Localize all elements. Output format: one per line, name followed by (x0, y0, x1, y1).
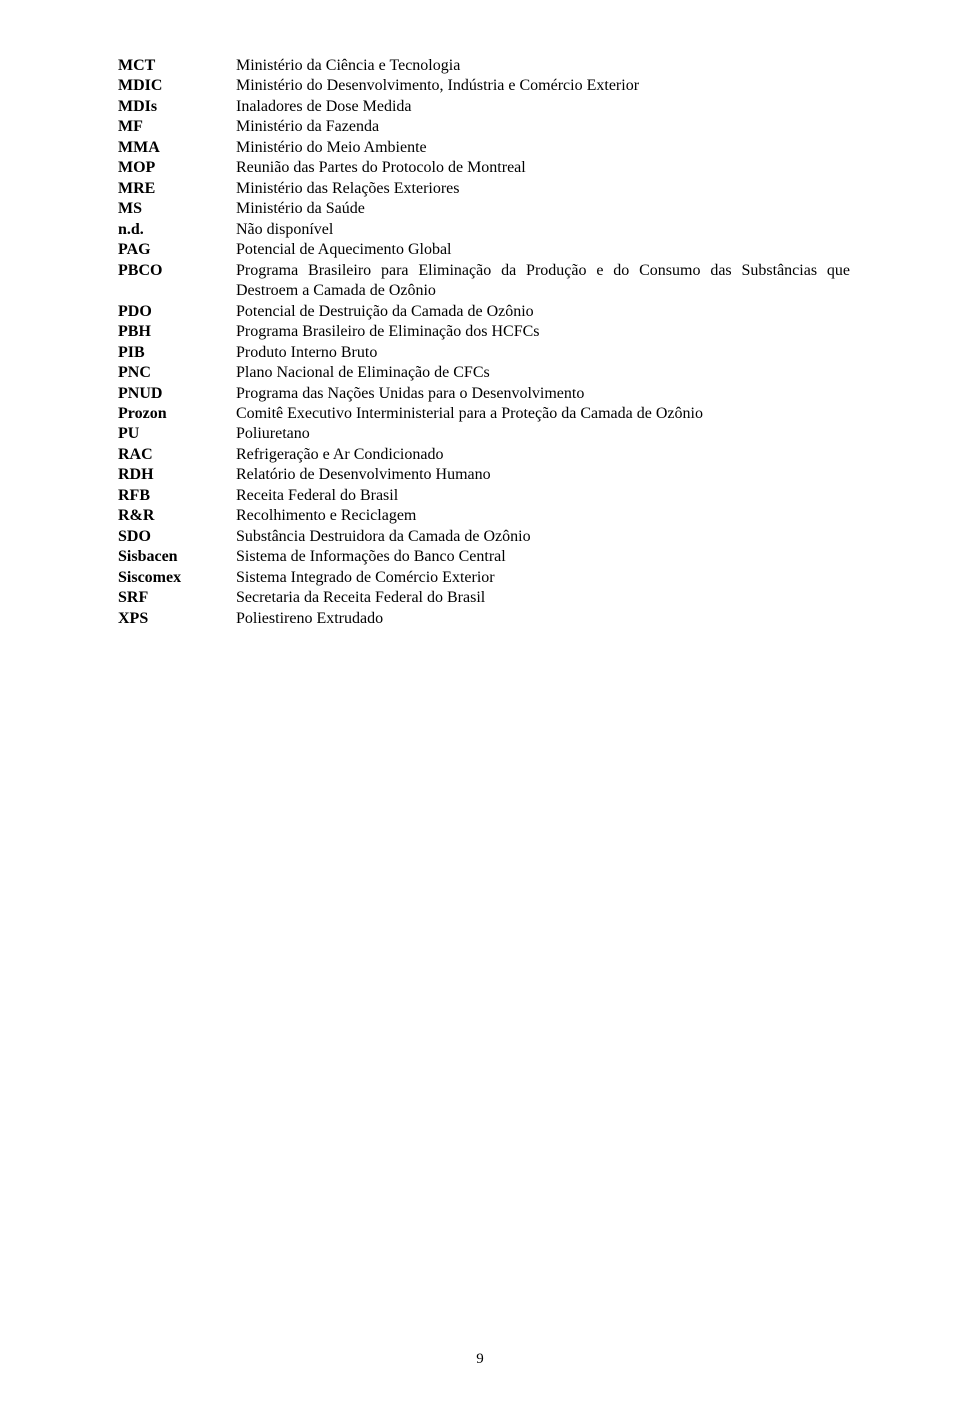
abbreviation-row: SiscomexSistema Integrado de Comércio Ex… (118, 568, 850, 588)
abbreviation-term: PBH (118, 322, 236, 342)
abbreviation-definition: Não disponível (236, 220, 850, 240)
abbreviation-row: RACRefrigeração e Ar Condicionado (118, 445, 850, 465)
abbreviation-term: RDH (118, 465, 236, 485)
abbreviation-row: MREMinistério das Relações Exteriores (118, 179, 850, 199)
abbreviation-row: PDOPotencial de Destruição da Camada de … (118, 302, 850, 322)
abbreviation-term: MOP (118, 158, 236, 178)
abbreviation-term: PDO (118, 302, 236, 322)
abbreviation-row: RDHRelatório de Desenvolvimento Humano (118, 465, 850, 485)
abbreviation-definition: Secretaria da Receita Federal do Brasil (236, 588, 850, 608)
abbreviation-definition: Refrigeração e Ar Condicionado (236, 445, 850, 465)
abbreviation-definition: Sistema Integrado de Comércio Exterior (236, 568, 850, 588)
abbreviation-row: MSMinistério da Saúde (118, 199, 850, 219)
page-number: 9 (0, 1351, 960, 1368)
abbreviation-term: SRF (118, 588, 236, 608)
abbreviation-row: MDICMinistério do Desenvolvimento, Indús… (118, 76, 850, 96)
abbreviation-row: PNCPlano Nacional de Eliminação de CFCs (118, 363, 850, 383)
abbreviation-term: RAC (118, 445, 236, 465)
abbreviation-term: R&R (118, 506, 236, 526)
abbreviation-definition: Ministério do Meio Ambiente (236, 138, 850, 158)
abbreviation-term: PNUD (118, 384, 236, 404)
abbreviation-term: XPS (118, 609, 236, 629)
abbreviation-term: MRE (118, 179, 236, 199)
abbreviation-row: MCTMinistério da Ciência e Tecnologia (118, 56, 850, 76)
abbreviation-term: PAG (118, 240, 236, 260)
abbreviation-row: SDO Substância Destruidora da Camada de … (118, 527, 850, 547)
abbreviation-definition: Sistema de Informações do Banco Central (236, 547, 850, 567)
abbreviation-definition: Programa Brasileiro de Eliminação dos HC… (236, 322, 850, 342)
abbreviation-row: RFBReceita Federal do Brasil (118, 486, 850, 506)
abbreviation-row: PBCOPrograma Brasileiro para Eliminação … (118, 261, 850, 302)
abbreviation-definition: Ministério das Relações Exteriores (236, 179, 850, 199)
abbreviation-term: MCT (118, 56, 236, 76)
abbreviation-definition: Relatório de Desenvolvimento Humano (236, 465, 850, 485)
abbreviation-row: n.d.Não disponível (118, 220, 850, 240)
abbreviation-term: SDO (118, 527, 236, 547)
abbreviation-definition: Ministério da Fazenda (236, 117, 850, 137)
abbreviation-row: PNUD Programa das Nações Unidas para o D… (118, 384, 850, 404)
abbreviation-definition: Recolhimento e Reciclagem (236, 506, 850, 526)
abbreviation-definition: Potencial de Destruição da Camada de Ozô… (236, 302, 850, 322)
abbreviation-term: MF (118, 117, 236, 137)
abbreviation-definition: Poliestireno Extrudado (236, 609, 850, 629)
abbreviation-row: PUPoliuretano (118, 424, 850, 444)
abbreviation-definition: Comitê Executivo Interministerial para a… (236, 404, 850, 424)
abbreviation-definition: Programa Brasileiro para Eliminação da P… (236, 261, 850, 302)
abbreviation-row: ProzonComitê Executivo Interministerial … (118, 404, 850, 424)
abbreviation-list: MCTMinistério da Ciência e TecnologiaMDI… (118, 56, 850, 629)
abbreviation-term: PNC (118, 363, 236, 383)
abbreviation-term: MS (118, 199, 236, 219)
abbreviation-term: RFB (118, 486, 236, 506)
abbreviation-term: PU (118, 424, 236, 444)
abbreviation-term: Siscomex (118, 568, 236, 588)
abbreviation-row: PIBProduto Interno Bruto (118, 343, 850, 363)
abbreviation-definition: Reunião das Partes do Protocolo de Montr… (236, 158, 850, 178)
abbreviation-definition: Poliuretano (236, 424, 850, 444)
abbreviation-definition: Programa das Nações Unidas para o Desenv… (236, 384, 850, 404)
abbreviation-row: XPSPoliestireno Extrudado (118, 609, 850, 629)
abbreviation-definition: Inaladores de Dose Medida (236, 97, 850, 117)
abbreviation-term: PIB (118, 343, 236, 363)
page: MCTMinistério da Ciência e TecnologiaMDI… (0, 0, 960, 1418)
abbreviation-term: PBCO (118, 261, 236, 281)
abbreviation-definition: Ministério da Saúde (236, 199, 850, 219)
abbreviation-row: MMAMinistério do Meio Ambiente (118, 138, 850, 158)
abbreviation-definition: Potencial de Aquecimento Global (236, 240, 850, 260)
abbreviation-definition: Produto Interno Bruto (236, 343, 850, 363)
abbreviation-term: Sisbacen (118, 547, 236, 567)
abbreviation-definition: Ministério da Ciência e Tecnologia (236, 56, 850, 76)
abbreviation-row: Sisbacen Sistema de Informações do Banco… (118, 547, 850, 567)
abbreviation-row: MFMinistério da Fazenda (118, 117, 850, 137)
abbreviation-row: MDIsInaladores de Dose Medida (118, 97, 850, 117)
abbreviation-row: R&RRecolhimento e Reciclagem (118, 506, 850, 526)
abbreviation-term: MDIs (118, 97, 236, 117)
abbreviation-row: MOPReunião das Partes do Protocolo de Mo… (118, 158, 850, 178)
abbreviation-definition: Plano Nacional de Eliminação de CFCs (236, 363, 850, 383)
abbreviation-row: PBHPrograma Brasileiro de Eliminação dos… (118, 322, 850, 342)
abbreviation-term: MMA (118, 138, 236, 158)
abbreviation-term: MDIC (118, 76, 236, 96)
abbreviation-definition: Ministério do Desenvolvimento, Indústria… (236, 76, 850, 96)
abbreviation-term: n.d. (118, 220, 236, 240)
abbreviation-row: PAG Potencial de Aquecimento Global (118, 240, 850, 260)
abbreviation-row: SRFSecretaria da Receita Federal do Bras… (118, 588, 850, 608)
abbreviation-definition: Substância Destruidora da Camada de Ozôn… (236, 527, 850, 547)
abbreviation-term: Prozon (118, 404, 236, 424)
abbreviation-definition: Receita Federal do Brasil (236, 486, 850, 506)
